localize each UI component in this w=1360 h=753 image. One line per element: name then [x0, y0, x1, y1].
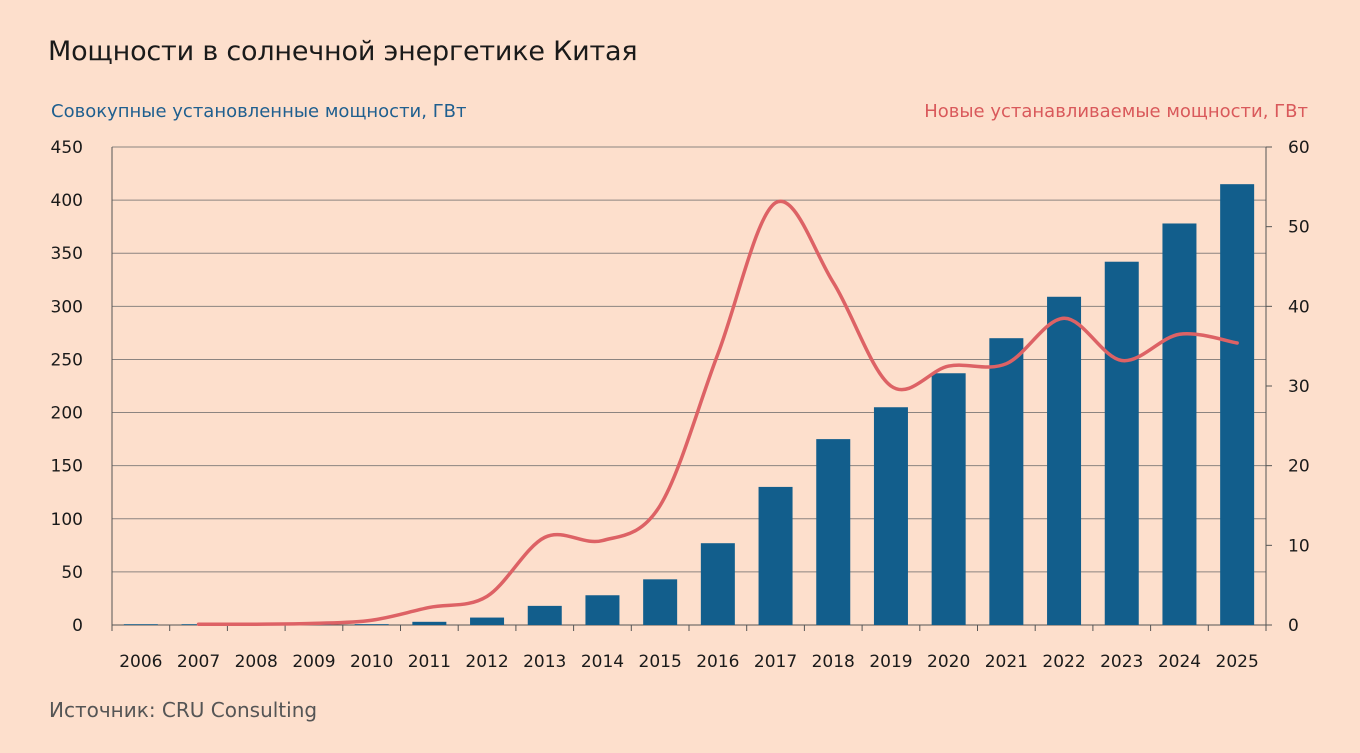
x-tick-label: 2012	[465, 652, 508, 672]
bar	[123, 624, 158, 625]
left-tick-label: 0	[72, 616, 83, 636]
left-tick-label: 350	[51, 244, 83, 264]
left-tick-label: 100	[51, 510, 83, 530]
bar	[1104, 261, 1139, 625]
left-tick-label: 400	[51, 191, 83, 211]
bar	[758, 486, 793, 625]
left-axis-label: Совокупные установленные мощности, ГВт	[51, 101, 467, 122]
x-tick-label: 2008	[235, 652, 278, 672]
x-tick-label: 2020	[927, 652, 970, 672]
bar	[527, 605, 562, 625]
right-tick-label: 10	[1288, 536, 1310, 556]
chart-title: Мощности в солнечной энергетике Китая	[48, 36, 638, 67]
bar	[989, 338, 1024, 625]
right-tick-label: 0	[1288, 616, 1299, 636]
right-tick-label: 40	[1288, 297, 1310, 317]
x-tick-label: 2023	[1100, 652, 1143, 672]
x-tick-label: 2015	[639, 652, 682, 672]
bar	[873, 407, 908, 625]
bar	[412, 621, 447, 625]
bar	[1047, 296, 1082, 625]
left-tick-label: 50	[61, 563, 83, 583]
bar	[470, 617, 505, 625]
x-tick-label: 2024	[1158, 652, 1201, 672]
right-axis-label: Новые устанавливаемые мощности, ГВт	[924, 101, 1308, 122]
bar	[643, 579, 678, 625]
bar	[1162, 223, 1197, 626]
x-tick-label: 2010	[350, 652, 393, 672]
bar	[816, 439, 851, 625]
x-tick-label: 2021	[985, 652, 1028, 672]
left-tick-label: 450	[51, 138, 83, 158]
left-tick-label: 150	[51, 457, 83, 477]
x-tick-label: 2011	[408, 652, 451, 672]
left-tick-label: 200	[51, 404, 83, 424]
bar	[700, 543, 735, 625]
bar	[354, 624, 389, 625]
bar	[585, 595, 620, 625]
x-tick-label: 2016	[696, 652, 739, 672]
right-tick-label: 20	[1288, 457, 1310, 477]
right-tick-label: 50	[1288, 218, 1310, 238]
x-tick-label: 2018	[812, 652, 855, 672]
x-tick-label: 2019	[869, 652, 912, 672]
source-note: Источник: CRU Consulting	[49, 698, 318, 722]
bar	[1220, 184, 1255, 625]
right-tick-label: 30	[1288, 377, 1310, 397]
bar	[931, 373, 966, 625]
right-tick-label: 60	[1288, 138, 1310, 158]
x-tick-label: 2007	[177, 652, 220, 672]
x-tick-label: 2025	[1216, 652, 1259, 672]
x-tick-label: 2014	[581, 652, 624, 672]
x-tick-label: 2013	[523, 652, 566, 672]
new-capacity-line	[196, 199, 1239, 627]
x-tick-label: 2017	[754, 652, 797, 672]
left-tick-label: 300	[51, 297, 83, 317]
left-tick-label: 250	[51, 350, 83, 370]
x-tick-label: 2009	[292, 652, 335, 672]
x-tick-label: 2006	[119, 652, 162, 672]
x-tick-label: 2022	[1042, 652, 1085, 672]
